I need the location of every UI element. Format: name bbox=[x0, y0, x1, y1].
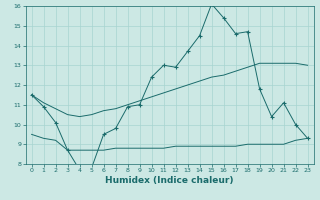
X-axis label: Humidex (Indice chaleur): Humidex (Indice chaleur) bbox=[105, 176, 234, 185]
